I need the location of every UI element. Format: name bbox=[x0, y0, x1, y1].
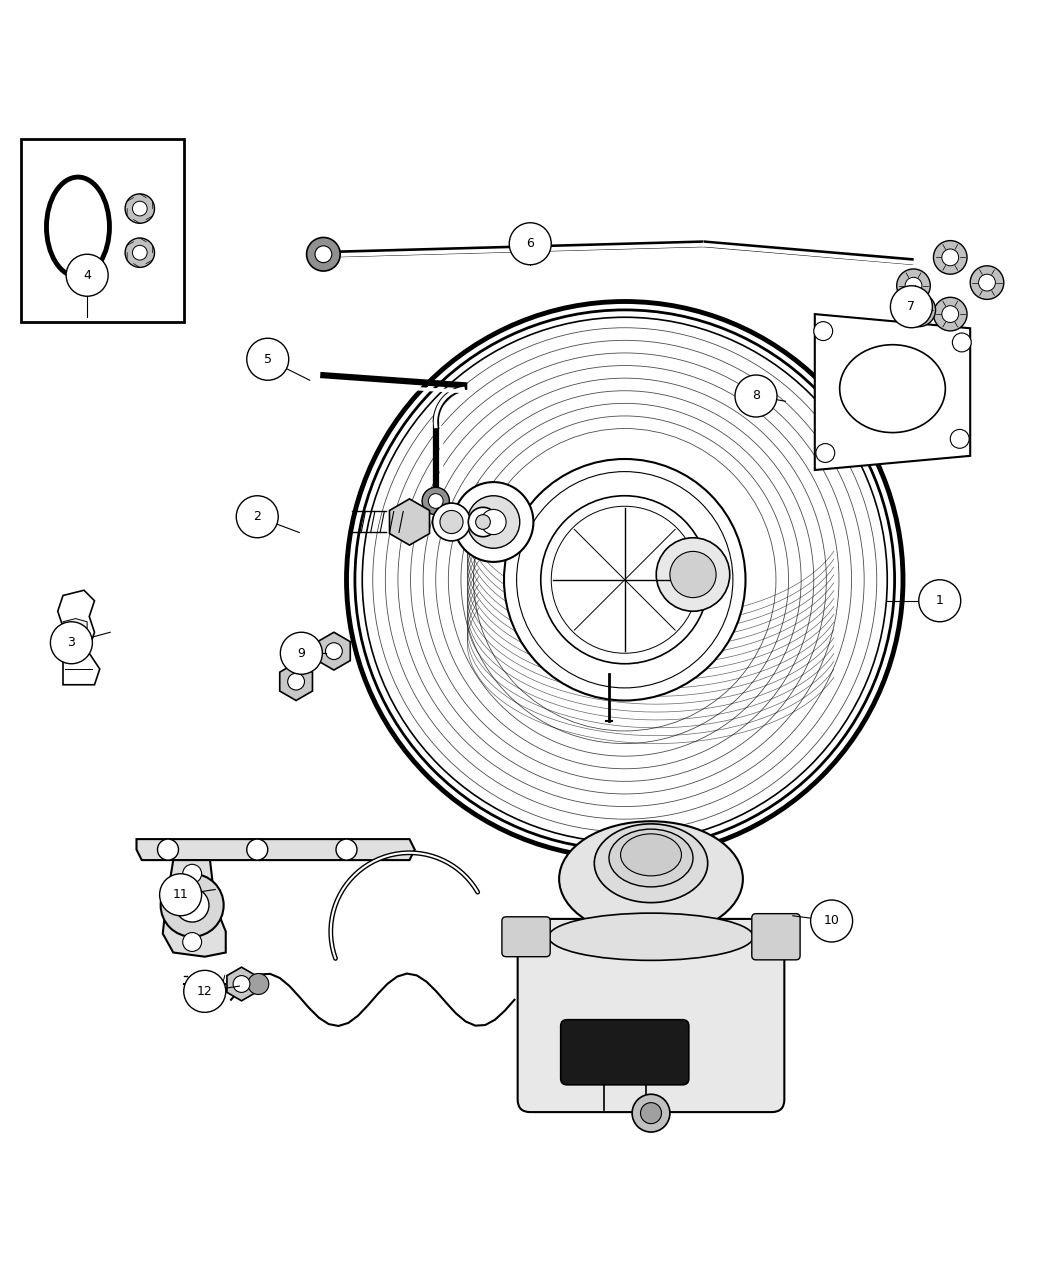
Ellipse shape bbox=[609, 829, 693, 887]
Circle shape bbox=[481, 510, 506, 534]
Text: 11: 11 bbox=[172, 889, 189, 901]
Bar bbox=[21, 139, 184, 323]
Circle shape bbox=[454, 482, 533, 562]
Circle shape bbox=[428, 493, 443, 509]
FancyBboxPatch shape bbox=[518, 919, 784, 1112]
Circle shape bbox=[233, 975, 250, 992]
Polygon shape bbox=[815, 314, 970, 470]
Circle shape bbox=[811, 900, 853, 942]
Text: 1: 1 bbox=[936, 594, 944, 607]
Polygon shape bbox=[317, 632, 351, 671]
Text: 9: 9 bbox=[297, 646, 306, 659]
Circle shape bbox=[933, 241, 967, 274]
Circle shape bbox=[175, 889, 209, 922]
Circle shape bbox=[160, 873, 202, 915]
Circle shape bbox=[905, 278, 922, 295]
Circle shape bbox=[933, 297, 967, 332]
Circle shape bbox=[132, 201, 147, 215]
Circle shape bbox=[816, 444, 835, 463]
Circle shape bbox=[184, 970, 226, 1012]
Polygon shape bbox=[227, 968, 256, 1001]
Circle shape bbox=[125, 194, 154, 223]
Circle shape bbox=[942, 249, 959, 265]
FancyBboxPatch shape bbox=[561, 1020, 689, 1085]
Polygon shape bbox=[279, 663, 313, 700]
FancyBboxPatch shape bbox=[502, 917, 550, 956]
Circle shape bbox=[183, 864, 202, 884]
Polygon shape bbox=[63, 618, 87, 643]
Text: 12: 12 bbox=[197, 984, 212, 998]
Circle shape bbox=[632, 1094, 670, 1132]
Polygon shape bbox=[63, 653, 100, 685]
Circle shape bbox=[970, 265, 1004, 300]
FancyBboxPatch shape bbox=[752, 914, 800, 960]
Circle shape bbox=[125, 238, 154, 268]
Circle shape bbox=[288, 673, 304, 690]
Circle shape bbox=[670, 551, 716, 598]
Circle shape bbox=[950, 430, 969, 449]
Circle shape bbox=[280, 632, 322, 674]
Text: 5: 5 bbox=[264, 353, 272, 366]
Circle shape bbox=[504, 459, 746, 700]
Circle shape bbox=[919, 580, 961, 622]
Circle shape bbox=[307, 237, 340, 272]
Circle shape bbox=[336, 839, 357, 861]
Circle shape bbox=[942, 306, 959, 323]
Ellipse shape bbox=[548, 913, 754, 960]
Circle shape bbox=[132, 245, 147, 260]
Circle shape bbox=[814, 321, 833, 340]
Circle shape bbox=[66, 254, 108, 296]
Circle shape bbox=[640, 1103, 662, 1123]
Circle shape bbox=[656, 538, 730, 611]
Text: 6: 6 bbox=[526, 237, 534, 250]
Circle shape bbox=[979, 274, 995, 291]
Ellipse shape bbox=[840, 344, 945, 432]
Circle shape bbox=[247, 839, 268, 861]
Circle shape bbox=[902, 293, 936, 326]
Text: 2: 2 bbox=[253, 510, 261, 523]
Circle shape bbox=[161, 873, 224, 937]
Text: 3: 3 bbox=[67, 636, 76, 649]
Circle shape bbox=[910, 301, 927, 319]
Polygon shape bbox=[136, 839, 415, 861]
Circle shape bbox=[467, 496, 520, 548]
Ellipse shape bbox=[559, 821, 743, 937]
Circle shape bbox=[468, 507, 498, 537]
Text: 8: 8 bbox=[752, 389, 760, 403]
Text: 10: 10 bbox=[823, 914, 840, 927]
Circle shape bbox=[158, 839, 179, 861]
Ellipse shape bbox=[594, 824, 708, 903]
Circle shape bbox=[509, 223, 551, 265]
Text: 4: 4 bbox=[83, 269, 91, 282]
Circle shape bbox=[315, 246, 332, 263]
Circle shape bbox=[326, 643, 342, 659]
Circle shape bbox=[236, 496, 278, 538]
Circle shape bbox=[897, 269, 930, 302]
Circle shape bbox=[50, 622, 92, 664]
Polygon shape bbox=[58, 590, 94, 648]
Text: 7: 7 bbox=[907, 300, 916, 314]
Circle shape bbox=[433, 504, 470, 541]
Polygon shape bbox=[390, 499, 429, 546]
Circle shape bbox=[890, 286, 932, 328]
Circle shape bbox=[541, 496, 709, 664]
Circle shape bbox=[183, 932, 202, 951]
Circle shape bbox=[476, 515, 490, 529]
Ellipse shape bbox=[621, 834, 681, 876]
Circle shape bbox=[248, 974, 269, 994]
Circle shape bbox=[363, 319, 886, 842]
Circle shape bbox=[952, 333, 971, 352]
Circle shape bbox=[735, 375, 777, 417]
Polygon shape bbox=[163, 861, 226, 956]
Circle shape bbox=[440, 510, 463, 533]
Circle shape bbox=[247, 338, 289, 380]
Circle shape bbox=[422, 487, 449, 515]
